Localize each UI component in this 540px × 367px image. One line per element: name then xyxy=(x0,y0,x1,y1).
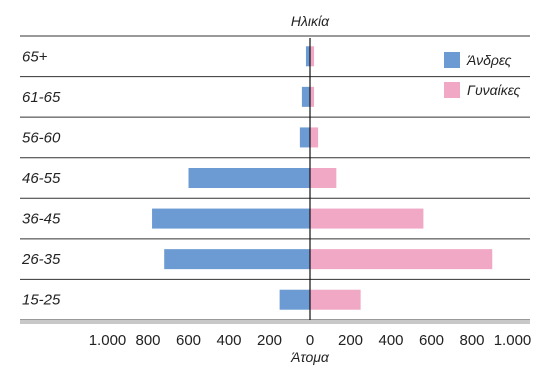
category-labels: 65+ 61-65 56-60 46-55 36-45 26-35 15-25 xyxy=(21,48,61,308)
x-tick-label: 400 xyxy=(378,332,403,349)
legend-swatch xyxy=(444,82,460,98)
x-tick-label: 200 xyxy=(257,332,282,349)
x-tick-label: 600 xyxy=(419,332,444,349)
x-axis-band xyxy=(20,320,530,324)
row-separators xyxy=(20,35,530,321)
x-tick-label: 800 xyxy=(135,332,160,349)
men-bar xyxy=(188,168,310,188)
x-tick-label: 400 xyxy=(216,332,241,349)
x-tick-label: 1.000 xyxy=(494,332,532,349)
women-bar xyxy=(310,86,315,107)
category-label: 15-25 xyxy=(22,292,61,309)
men-bar xyxy=(301,86,310,107)
x-tick-label: 600 xyxy=(176,332,201,349)
legend-label: Άνδρες xyxy=(466,52,512,68)
women-bar xyxy=(310,46,315,67)
women-bar xyxy=(310,289,361,310)
x-tick-label: 200 xyxy=(338,332,363,349)
category-label: 65+ xyxy=(22,48,48,65)
men-bar xyxy=(305,46,310,67)
x-tick-label: 0 xyxy=(306,332,314,349)
x-axis-title: Άτομα xyxy=(290,349,330,365)
category-label: 61-65 xyxy=(22,89,61,106)
category-label: 36-45 xyxy=(22,211,61,228)
x-tick-label: 1.000 xyxy=(89,332,127,349)
category-label: 46-55 xyxy=(22,170,61,187)
x-tick-labels: 1.000 800 600 400 200 0 200 400 600 800 1.000 xyxy=(89,332,532,349)
y-axis-title: Ηλικία xyxy=(291,13,330,29)
women-bar xyxy=(310,127,319,148)
men-bar xyxy=(152,208,310,229)
women-bar xyxy=(310,168,337,188)
category-label: 56-60 xyxy=(22,129,61,146)
women-bar xyxy=(310,249,493,270)
x-tick-label: 800 xyxy=(459,332,484,349)
legend-label: Γυναίκες xyxy=(467,82,521,98)
category-label: 26-35 xyxy=(21,251,61,268)
legend-swatch xyxy=(444,52,460,68)
men-bar xyxy=(279,289,310,310)
women-bar xyxy=(310,208,424,229)
bars xyxy=(152,46,493,310)
men-bar xyxy=(164,249,310,270)
legend: Άνδρες Γυναίκες xyxy=(444,52,521,98)
men-bar xyxy=(299,127,310,148)
